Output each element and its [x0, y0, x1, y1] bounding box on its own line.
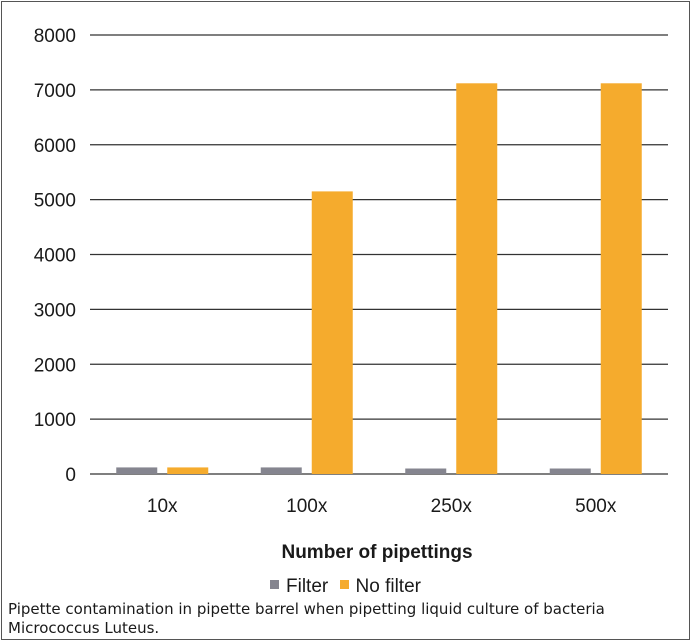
- legend-swatch-filter: [270, 580, 279, 589]
- bar-no-filter: [311, 191, 353, 475]
- y-tick-label: 3000: [34, 300, 76, 321]
- bar-filter: [116, 467, 158, 474]
- bar-filter: [260, 467, 302, 474]
- legend-item-filter: Filter: [270, 576, 328, 598]
- x-tick-label: 250x: [431, 496, 473, 517]
- y-tick-label: 5000: [34, 191, 76, 212]
- bar-no-filter: [600, 83, 642, 474]
- bar-filter: [549, 468, 591, 474]
- legend-swatch-no-filter: [339, 580, 349, 589]
- bar-no-filter: [456, 83, 498, 474]
- bar-filter: [405, 468, 447, 474]
- legend-item-no-filter: No filter: [339, 576, 421, 598]
- y-tick-label: 4000: [34, 246, 76, 267]
- x-tick-label: 10x: [147, 496, 178, 517]
- y-tick-label: 1000: [34, 410, 76, 431]
- bar-chart: 0 1000 2000 3000 4000 5000 6000 7000 8000 10x 100x…: [34, 26, 668, 563]
- x-tick-label: 100x: [286, 496, 328, 517]
- y-tick-label: 7000: [34, 81, 76, 102]
- x-tick-label: 500x: [575, 496, 617, 517]
- legend: Filter No filter: [2, 576, 689, 598]
- x-axis-title: Number of pipettings: [281, 542, 472, 563]
- legend-label-no-filter: No filter: [355, 576, 421, 597]
- y-tick-label: 8000: [34, 26, 76, 47]
- figure-caption: Pipette contamination in pipette barrel …: [8, 600, 605, 637]
- y-tick-label: 2000: [34, 355, 76, 376]
- bar-no-filter: [167, 467, 209, 474]
- y-tick-label: 6000: [34, 136, 76, 157]
- y-tick-label: 0: [65, 465, 76, 486]
- legend-label-filter: Filter: [286, 576, 329, 597]
